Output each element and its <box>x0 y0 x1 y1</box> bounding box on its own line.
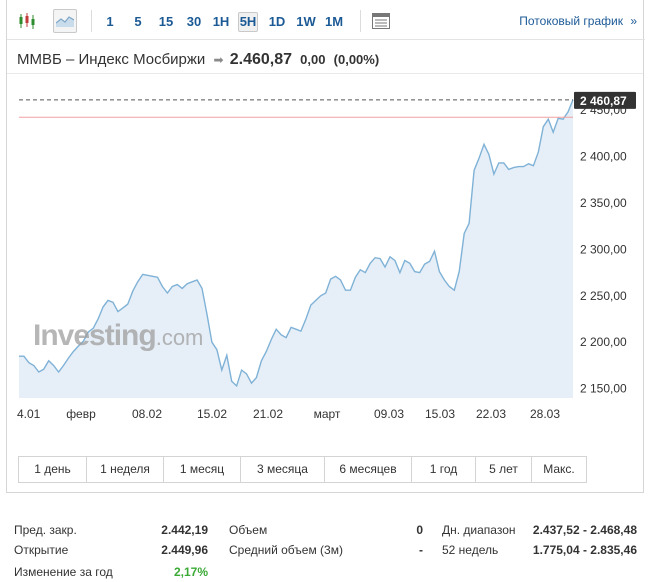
stat-value-day-range: 2.437,52 - 2.468,48 <box>532 523 637 537</box>
x-tick-label: 28.03 <box>530 407 560 421</box>
area-fill <box>19 99 573 398</box>
stat-label-open: Открытие <box>14 543 69 557</box>
x-tick-label: 09.03 <box>374 407 404 421</box>
logo-brand: Investing <box>33 319 157 352</box>
timeframe-30[interactable]: 30 <box>186 14 202 29</box>
stat-label-volume: Объем <box>229 523 268 537</box>
price-change: 0,00 <box>300 52 326 67</box>
stat-label-avg-volume: Средний объем (3м) <box>229 543 343 557</box>
instrument-name: ММВБ – Индекс Мосбиржи <box>17 51 206 68</box>
timeframe-1M[interactable]: 1M <box>324 14 344 29</box>
x-tick-label: 15.03 <box>425 407 455 421</box>
toolbar-divider <box>91 10 92 32</box>
stat-value-52-weeks: 1.775,04 - 2.835,46 <box>532 543 637 557</box>
investing-logo: Investing.com <box>33 319 203 353</box>
y-tick-label: 2 200,00 <box>580 335 627 349</box>
logo-suffix: .com <box>155 325 204 350</box>
data-table-icon[interactable] <box>369 9 393 33</box>
last-price-badge-label: 2 460,87 <box>580 94 627 108</box>
stat-value-volume: 0 <box>416 523 423 537</box>
y-tick-label: 2 300,00 <box>580 242 627 256</box>
toolbar-divider <box>360 10 361 32</box>
area-chart-icon[interactable] <box>53 9 77 33</box>
x-tick-label: 4.01 <box>17 407 41 421</box>
stat-label-52-weeks: 52 недель <box>442 543 499 557</box>
stat-value-year-change: 2,17% <box>173 565 208 579</box>
price-series-line <box>19 99 574 388</box>
period-button[interactable]: 3 месяца <box>241 457 325 482</box>
period-button[interactable]: 5 лет <box>476 457 532 482</box>
streaming-chart-label: Потоковый график <box>519 14 623 28</box>
y-tick-label: 2 400,00 <box>580 149 627 163</box>
stat-label-year-change: Изменение за год <box>14 565 113 579</box>
timeframe-15[interactable]: 15 <box>158 14 174 29</box>
chart-toolbar: 1 5 15 30 1H 5H 1D 1W 1M Потоковый график » <box>7 0 645 40</box>
timeframe-5H[interactable]: 5H <box>238 12 258 32</box>
x-tick-label: 15.02 <box>197 407 227 421</box>
x-tick-label: 08.02 <box>132 407 162 421</box>
period-button[interactable]: 1 год <box>412 457 476 482</box>
stat-label-prev-close: Пред. закр. <box>14 523 77 537</box>
timeframe-5[interactable]: 5 <box>134 14 142 29</box>
x-tick-label: февр <box>66 407 96 421</box>
header-divider <box>7 73 643 74</box>
period-button[interactable]: 1 неделя <box>87 457 164 482</box>
period-selector: 1 день 1 неделя 1 месяц 3 месяца 6 месяцев 1 … <box>18 456 587 483</box>
x-tick-label: 21.02 <box>253 407 283 421</box>
x-tick-label: 22.03 <box>476 407 506 421</box>
quote-header: ММВБ – Индекс Мосбиржи ➡ 2.460,87 0,00 (… <box>17 51 379 69</box>
price-change-percent: (0,00%) <box>333 52 380 67</box>
x-tick-label: март <box>314 407 341 421</box>
price-chart[interactable]: 2 150,00 2 200,00 2 250,00 2 300,00 2 350,00… <box>7 0 643 450</box>
last-price: 2.460,87 <box>229 51 292 68</box>
period-button[interactable]: 6 месяцев <box>325 457 412 482</box>
candlestick-chart-icon[interactable] <box>15 9 39 33</box>
stat-label-day-range: Дн. диапазон <box>442 523 516 537</box>
y-tick-label: 2 350,00 <box>580 196 627 210</box>
period-button[interactable]: 1 месяц <box>164 457 241 482</box>
chart-widget: 1 5 15 30 1H 5H 1D 1W 1M Потоковый график » ММВБ… <box>6 0 645 493</box>
stat-value-prev-close: 2.442,19 <box>161 523 208 537</box>
timeframe-1H[interactable]: 1H <box>212 14 230 29</box>
stat-value-open: 2.449,96 <box>161 543 208 557</box>
streaming-chart-link[interactable]: Потоковый график » <box>519 14 637 28</box>
timeframe-1[interactable]: 1 <box>106 14 114 29</box>
y-tick-label: 2 150,00 <box>580 382 627 396</box>
last-price-badge <box>574 91 636 109</box>
y-tick-label: 2 250,00 <box>580 289 627 303</box>
chevron-right-icon: » <box>630 14 637 28</box>
period-button[interactable]: Макс. <box>532 457 586 482</box>
timeframe-1W[interactable]: 1W <box>296 14 316 29</box>
timeframe-1D[interactable]: 1D <box>268 14 286 29</box>
stat-value-avg-volume: - <box>419 543 423 557</box>
arrow-right-icon: ➡ <box>213 53 224 67</box>
period-button[interactable]: 1 день <box>19 457 87 482</box>
